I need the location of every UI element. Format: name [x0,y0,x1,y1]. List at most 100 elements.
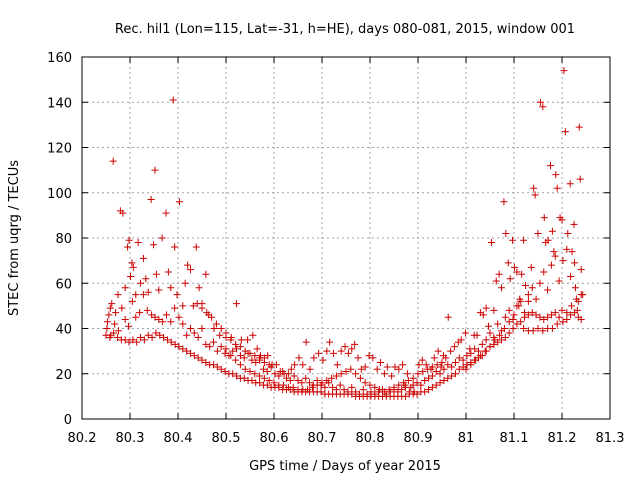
data-point [190,352,198,360]
data-point [152,329,160,337]
data-point [232,356,240,364]
x-tick-label: 80.5 [212,431,241,446]
data-point [504,259,512,267]
data-point [528,309,536,317]
data-point [291,361,299,369]
data-point [132,313,140,321]
data-point [183,347,191,355]
data-point [136,309,144,317]
data-point [356,374,364,382]
data-point [373,365,381,373]
data-point [229,370,237,378]
data-point [336,381,344,389]
data-point [440,365,448,373]
data-point [323,377,331,385]
data-point [318,379,326,387]
data-point [432,367,440,375]
data-point [150,241,158,249]
data-point [155,286,163,294]
data-point [236,361,244,369]
data-point [518,270,526,278]
data-point [114,334,122,342]
data-point [444,361,452,369]
data-point [413,390,421,398]
data-point [181,279,189,287]
data-point [139,254,147,262]
data-point [156,331,164,339]
data-point [570,220,578,228]
data-point [348,390,356,398]
data-point [105,311,113,319]
data-point [546,162,554,170]
data-point [436,379,444,387]
data-point [302,374,310,382]
data-point [264,352,272,360]
data-point [515,302,523,310]
data-point [299,361,307,369]
data-point [306,379,314,387]
data-point [272,361,280,369]
data-point [390,383,398,391]
data-point [531,191,539,199]
data-point [409,374,417,382]
data-point [529,327,537,335]
data-point [246,349,254,357]
data-point [547,311,555,319]
data-point [510,263,518,271]
data-point [577,291,585,299]
data-point [251,370,259,378]
data-point [152,270,160,278]
data-point [202,358,210,366]
data-point [550,248,558,256]
data-point [313,381,321,389]
data-point [169,96,177,104]
data-point [421,377,429,385]
data-point [158,234,166,242]
data-point [509,315,517,323]
data-point [332,372,340,380]
data-point [451,370,459,378]
data-point [206,343,214,351]
data-point [290,372,298,380]
data-point [213,363,221,371]
data-point [551,252,559,260]
data-point [279,367,287,375]
y-tick-label: 40 [55,323,72,338]
data-point [186,266,194,274]
data-point [246,367,254,375]
data-point [380,388,388,396]
data-point [501,313,509,321]
data-point [240,374,248,382]
data-point [395,365,403,373]
y-tick-label: 140 [47,96,72,111]
data-point [106,304,114,312]
data-point [217,325,225,332]
data-point [433,361,441,369]
data-point [532,295,540,303]
data-point [282,374,290,382]
data-point [221,367,229,375]
data-point [415,361,423,369]
data-point [210,361,218,369]
data-point [536,313,544,321]
data-point [337,347,345,355]
data-point [536,279,544,287]
data-point [548,325,556,332]
data-point [315,349,323,357]
data-point [553,320,561,328]
data-point [125,322,133,330]
data-point [570,309,578,317]
data-point [528,284,536,292]
data-point [159,318,167,326]
data-point [167,284,175,292]
data-point [227,336,235,344]
data-point [491,336,499,344]
data-point [553,184,561,192]
data-point [348,383,356,391]
data-point [210,325,218,332]
data-point [148,334,156,342]
data-point [304,386,312,394]
data-point [167,318,175,326]
data-point [472,356,480,364]
data-point [202,270,210,278]
